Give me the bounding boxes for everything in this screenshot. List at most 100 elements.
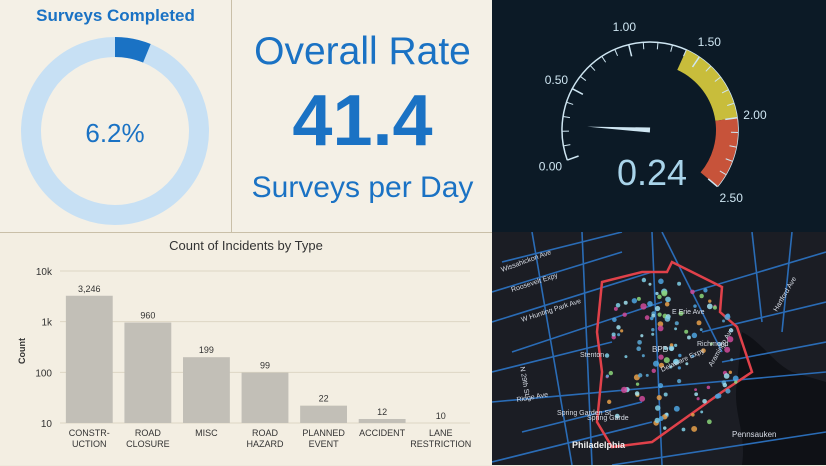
incident-point[interactable] (653, 361, 659, 367)
incident-point[interactable] (638, 373, 642, 377)
incident-point[interactable] (665, 413, 668, 416)
incident-point[interactable] (646, 374, 649, 377)
incident-point[interactable] (642, 354, 645, 357)
incident-point[interactable] (722, 320, 725, 323)
incident-point[interactable] (677, 282, 681, 286)
bar-value-label: 12 (377, 407, 387, 417)
incident-point[interactable] (624, 301, 628, 305)
incident-point[interactable] (715, 394, 720, 399)
incident-point[interactable] (621, 387, 627, 393)
incident-point[interactable] (612, 318, 617, 323)
incident-point[interactable] (607, 400, 611, 404)
incident-point[interactable] (675, 321, 679, 325)
incident-point[interactable] (725, 389, 730, 394)
incident-point[interactable] (647, 301, 653, 307)
incident-point[interactable] (665, 302, 670, 307)
incident-point[interactable] (724, 373, 730, 379)
incident-point[interactable] (657, 395, 662, 400)
incident-point[interactable] (690, 290, 695, 295)
incident-point[interactable] (730, 358, 733, 361)
incident-point[interactable] (658, 326, 664, 332)
incident-point[interactable] (665, 297, 671, 303)
incident-point[interactable] (703, 288, 707, 292)
incident-point[interactable] (632, 298, 637, 303)
incident-point[interactable] (622, 312, 626, 316)
incident-point[interactable] (614, 307, 618, 311)
incident-point[interactable] (669, 346, 674, 351)
incident-point[interactable] (674, 344, 677, 347)
incident-point[interactable] (650, 317, 654, 321)
incident-point[interactable] (637, 297, 641, 301)
incident-point[interactable] (674, 327, 677, 330)
incident-point[interactable] (609, 371, 613, 375)
incident-point[interactable] (707, 419, 712, 424)
incident-point[interactable] (665, 316, 671, 322)
incident-point[interactable] (707, 386, 711, 390)
incident-point[interactable] (694, 388, 697, 391)
incident-point[interactable] (708, 299, 711, 302)
incident-point[interactable] (664, 357, 670, 363)
incident-point[interactable] (693, 304, 697, 308)
incident-point[interactable] (670, 343, 674, 347)
incident-point[interactable] (636, 346, 641, 351)
incident-point[interactable] (624, 355, 627, 358)
incident-point[interactable] (651, 328, 654, 331)
incident-point[interactable] (657, 295, 662, 300)
incident-point[interactable] (606, 374, 609, 377)
incident-point[interactable] (655, 418, 660, 423)
incident-point[interactable] (655, 306, 660, 311)
incident-point[interactable] (678, 366, 681, 369)
incident-point[interactable] (617, 333, 620, 336)
incident-point[interactable] (682, 428, 686, 432)
incident-point[interactable] (651, 333, 654, 336)
incident-point[interactable] (664, 393, 668, 397)
incident-point[interactable] (640, 334, 643, 337)
map-canvas[interactable]: Wissahickon Ave Roosevelt Expy W Hunting… (492, 232, 826, 465)
incident-point[interactable] (648, 283, 651, 286)
incident-point[interactable] (734, 380, 737, 383)
incident-point[interactable] (694, 392, 698, 396)
incident-point[interactable] (658, 354, 663, 359)
map-label: Philadelphia (572, 440, 626, 450)
incident-point[interactable] (637, 340, 642, 345)
incident-point[interactable] (684, 330, 688, 334)
incident-point[interactable] (691, 413, 695, 417)
incident-point[interactable] (658, 383, 663, 388)
incident-point[interactable] (687, 336, 691, 340)
incident-point[interactable] (697, 320, 702, 325)
incident-point[interactable] (707, 304, 713, 310)
incident-point[interactable] (692, 333, 697, 338)
incident-point[interactable] (640, 303, 646, 309)
incident-point[interactable] (655, 292, 658, 295)
incident-point[interactable] (691, 426, 697, 432)
incident-point[interactable] (635, 391, 640, 396)
incident-point[interactable] (642, 278, 646, 282)
incident-point[interactable] (655, 405, 660, 410)
incident-map[interactable]: Wissahickon Ave Roosevelt Expy W Hunting… (492, 232, 826, 465)
incident-point[interactable] (605, 353, 609, 357)
incident-point[interactable] (697, 397, 700, 400)
incident-point[interactable] (729, 371, 732, 374)
incident-point[interactable] (677, 379, 681, 383)
incident-point[interactable] (699, 294, 703, 298)
incident-point[interactable] (726, 314, 730, 318)
incident-point[interactable] (612, 333, 616, 337)
incident-point[interactable] (616, 303, 621, 308)
incident-point[interactable] (700, 410, 703, 413)
incident-point[interactable] (661, 290, 667, 296)
incident-point[interactable] (663, 426, 666, 429)
incident-point[interactable] (702, 399, 707, 404)
incident-point[interactable] (674, 406, 680, 412)
incident-point[interactable] (723, 383, 727, 387)
incident-point[interactable] (636, 382, 639, 385)
incident-point[interactable] (658, 312, 662, 316)
incident-point[interactable] (620, 329, 623, 332)
incident-point[interactable] (639, 396, 645, 402)
incident-point[interactable] (645, 315, 650, 320)
incident-point[interactable] (616, 325, 620, 329)
incident-point[interactable] (658, 279, 664, 285)
incident-point[interactable] (652, 369, 656, 373)
incident-point[interactable] (713, 306, 717, 310)
incident-point[interactable] (700, 328, 703, 331)
